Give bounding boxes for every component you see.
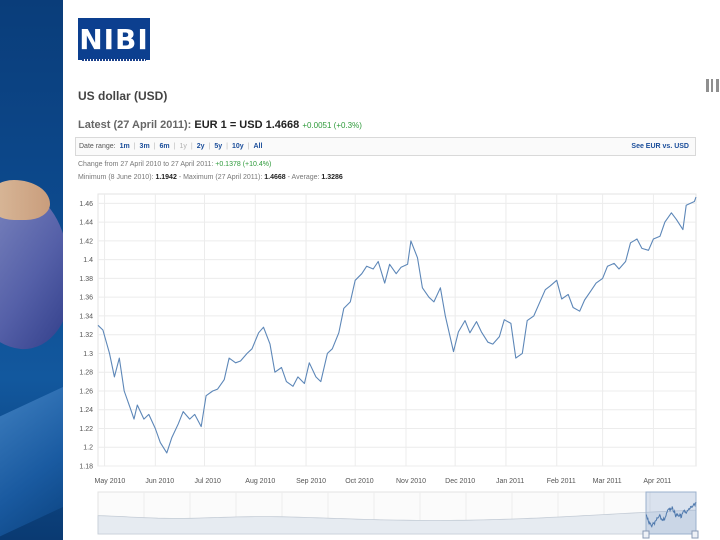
series-line: [97, 196, 697, 454]
range-separator: |: [153, 143, 156, 150]
logo-tagline-graphic: [82, 59, 146, 61]
navigator-right-handle[interactable]: [691, 530, 699, 539]
latest-label: Latest (27 April 2011):: [78, 119, 192, 131]
y-tick-label: 1.34: [79, 313, 93, 320]
x-tick-label: Oct 2010: [345, 478, 374, 485]
range-separator: |: [247, 143, 250, 150]
range-option-1m[interactable]: 1m: [119, 143, 130, 150]
x-tick-label: Apr 2011: [643, 478, 671, 485]
decorative-swoosh-shape: [0, 374, 63, 540]
y-tick-label: 1.2: [83, 445, 93, 452]
left-decorative-panel: [0, 0, 63, 540]
latest-rate: EUR 1 = USD 1.4668: [194, 119, 300, 131]
y-axis: 1.18 1.2 1.22 1.24 1.26 1.28 1.3 1.32 1.34 1.36 1.…: [79, 201, 93, 471]
x-tick-label: Dec 2010: [445, 478, 475, 485]
min-label: Minimum (8 June 2010):: [78, 174, 154, 181]
y-tick-label: 1.44: [79, 220, 93, 227]
x-tick-label: Jan 2011: [496, 478, 524, 485]
decorative-hand-shape: [0, 180, 50, 220]
navigator-left-handle[interactable]: [642, 530, 650, 539]
range-option-10y[interactable]: 10y: [231, 143, 244, 150]
range-option-2y[interactable]: 2y: [196, 143, 205, 150]
y-tick-label: 1.38: [79, 276, 93, 283]
change-value: +0.1378 (+10.4%): [215, 161, 272, 168]
range-separator: |: [226, 143, 228, 150]
y-tick-label: 1.26: [79, 388, 93, 395]
y-tick-label: 1.36: [79, 295, 93, 302]
navigator-selection: [645, 491, 697, 535]
navigator[interactable]: 1999200020012002200320042005200620072008…: [97, 491, 699, 539]
min-max-info: Minimum (8 June 2010): 1.1942 - Maximum …: [78, 174, 343, 181]
y-tick-label: 1.18: [79, 464, 93, 471]
range-option-6m[interactable]: 6m: [159, 143, 170, 150]
chart-grid: [97, 193, 697, 467]
y-tick-label: 1.24: [79, 407, 93, 414]
page-title: US dollar (USD): [78, 89, 168, 103]
x-axis: May 2010 Jun 2010 Jul 2010 Aug 2010 Sep 2010…: [95, 478, 672, 485]
date-range-options: 1m | 3m | 6m | 1y | 2y | 5y | 10y | All: [120, 143, 263, 150]
x-tick-label: Mar 2011: [593, 478, 622, 485]
max-label: Maximum (27 April 2011):: [183, 174, 263, 181]
change-info: Change from 27 April 2010 to 27 April 20…: [78, 161, 271, 168]
change-prefix: Change from 27 April 2010 to 27 April 20…: [78, 161, 214, 168]
min-value: 1.1942: [155, 174, 177, 181]
x-tick-label: Nov 2010: [396, 478, 426, 485]
range-option-1y: 1y: [179, 143, 187, 150]
nibi-logo: NIBI: [78, 18, 150, 60]
x-tick-label: Sep 2010: [296, 478, 326, 485]
x-tick-label: Aug 2010: [245, 478, 275, 485]
logo-text: NIBI: [79, 22, 149, 56]
range-separator: |: [173, 143, 176, 150]
y-tick-label: 1.22: [79, 426, 93, 433]
max-value: 1.4668: [264, 174, 286, 181]
x-tick-label: Jul 2010: [194, 478, 221, 485]
range-separator: |: [208, 143, 211, 150]
qr-code-icon: [706, 79, 719, 92]
range-option-all[interactable]: All: [253, 143, 263, 150]
y-tick-label: 1.28: [79, 370, 93, 377]
plot-border: [97, 193, 697, 467]
y-tick-label: 1.3: [83, 351, 93, 358]
navigator-area: [97, 509, 697, 535]
range-separator: |: [133, 143, 136, 150]
navigator-series-line: [645, 502, 697, 528]
y-tick-label: 1.4: [83, 257, 93, 264]
date-range-label: Date range:: [79, 143, 116, 150]
x-tick-label: Feb 2011: [547, 478, 576, 485]
y-tick-label: 1.32: [79, 332, 93, 339]
latest-rate-line: Latest (27 April 2011): EUR 1 = USD 1.46…: [78, 119, 362, 131]
avg-label: Average:: [291, 174, 320, 181]
x-tick-label: Jun 2010: [145, 478, 174, 485]
range-option-3m[interactable]: 3m: [139, 143, 150, 150]
latest-change: +0.0051 (+0.3%): [302, 121, 362, 130]
y-tick-label: 1.46: [79, 201, 93, 208]
series-line-group: [97, 196, 697, 454]
y-tick-label: 1.42: [79, 238, 93, 245]
range-separator: |: [190, 143, 193, 150]
range-option-5y[interactable]: 5y: [214, 143, 223, 150]
date-range-bar: Date range: 1m | 3m | 6m | 1y | 2y | 5y | 10y | All Se…: [75, 137, 696, 156]
compare-link[interactable]: See EUR vs. USD: [631, 143, 689, 150]
avg-value: 1.3286: [321, 174, 343, 181]
x-tick-label: May 2010: [95, 478, 126, 485]
exchange-rate-chart[interactable]: 1.18 1.2 1.22 1.24 1.26 1.28 1.3 1.32 1.34 1.36 1.…: [70, 188, 700, 540]
